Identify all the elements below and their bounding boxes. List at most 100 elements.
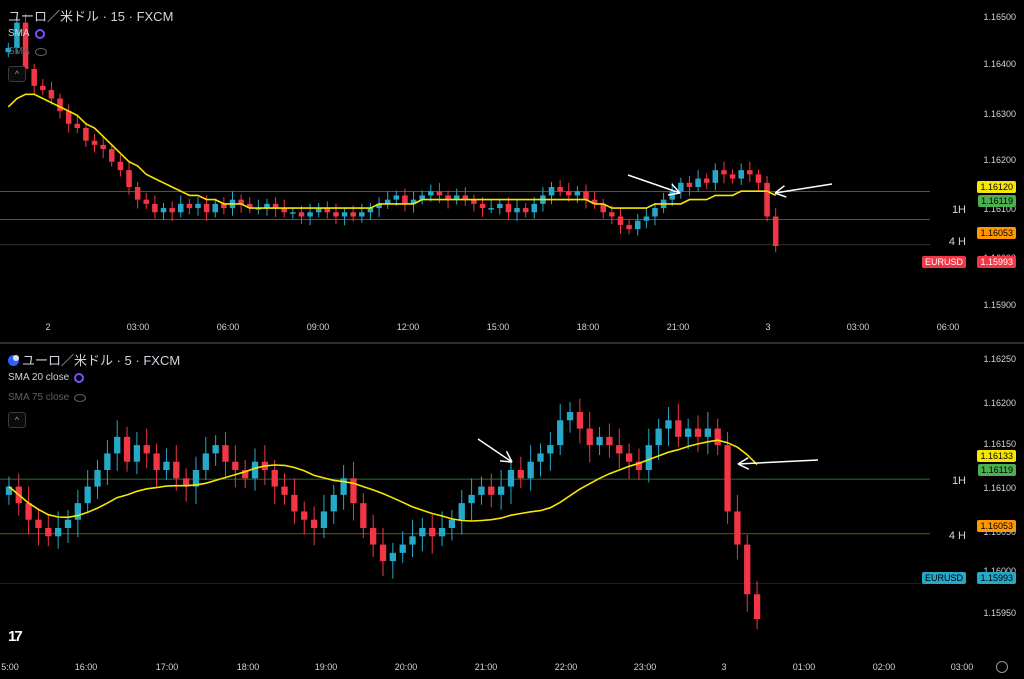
arrow-head [671,183,681,194]
candle-body [104,453,111,470]
indicator-sma20[interactable]: SMA 20 close [8,372,85,383]
candle-body [617,216,624,225]
candle-body [507,470,515,487]
candle-body [123,436,131,462]
candle-body [84,486,91,504]
candle-body [436,191,443,196]
settings-gear-icon[interactable] [996,661,1008,673]
price-tick: 1.16150 [983,439,1016,449]
line-price-tag: 1.16119 [978,195,1016,207]
candle-body [755,174,762,183]
candle-body [340,478,347,495]
candle-body [54,528,62,537]
hidden-eye-icon[interactable] [74,393,87,402]
indicator-label: SMA 75 close [8,392,70,403]
candle-body [65,111,72,124]
candle-body [410,199,417,204]
time-tick: 03:00 [950,662,974,672]
candle-body [298,212,305,217]
tradingview-logo[interactable]: 17 [8,628,23,645]
time-tick: 3 [765,322,771,332]
annotation-arrow [774,183,833,198]
candle-body [764,182,770,217]
price-plot-5m[interactable] [0,344,1024,679]
candle-body [724,445,731,512]
candle-body [686,182,693,187]
candle-body [232,461,239,470]
indicator-sma20[interactable]: SMA [8,28,45,39]
time-tick: 09:00 [306,322,330,332]
candle-body [462,195,469,200]
candle-body [419,195,425,200]
candle-body [772,216,779,246]
candle-body [429,528,436,537]
candle-body [625,453,633,462]
candle-body [609,212,615,217]
symbol-title[interactable]: ユーロ／米ドル · 5 · FXCM [8,350,180,369]
candle-body [685,428,692,437]
symbol-title[interactable]: ユーロ／米ドル · 15 · FXCM [8,9,174,24]
arrow-shaft [774,183,833,194]
candle-body [143,445,150,454]
arrow-head [505,450,513,463]
candle-body [31,69,37,86]
indicator-label: SMA [8,46,30,57]
candle-body [645,445,652,470]
candle-body [350,478,357,504]
annotation-arrow [477,438,513,463]
annotation-arrow [627,174,681,196]
chart-pane-5m[interactable]: ユーロ／米ドル · 5 · FXCM SMA 20 close SMA 75 c… [0,342,1024,679]
candle-body [143,199,150,204]
time-tick: 22:00 [554,662,578,672]
candle-body [315,208,322,213]
candle-body [376,203,382,209]
arrow-head [774,185,785,194]
candle-body [531,203,538,213]
hidden-eye-icon[interactable] [34,47,47,56]
candle-body [703,178,710,183]
candle-body [384,199,391,204]
indicator-sma75[interactable]: SMA [8,46,47,57]
candle-body [341,212,348,217]
time-tick: 01:00 [792,662,816,672]
candle-body [409,536,416,545]
candle-body [91,140,98,145]
candle-body [291,494,298,512]
indicator-label: SMA [8,28,30,39]
candle-body [109,149,115,162]
candle-body [557,420,564,446]
candle-body [272,203,279,209]
chart-pane-15m[interactable]: ユーロ／米ドル · 15 · FXCM SMA SMA ^ 1.16500 1.… [0,0,1024,340]
candle-body [547,445,554,454]
line-price-tag: 1.16119 [978,464,1016,476]
candle-body [360,503,367,528]
candle-body [626,224,632,230]
price-tick: 1.16200 [983,155,1016,165]
arrow-shaft [477,438,513,463]
time-tick: 19:00 [314,662,338,672]
candle-body [238,199,244,204]
collapse-legend-button[interactable]: ^ [8,66,26,82]
candle-body [133,445,141,462]
candle-body [100,144,106,150]
price-tick: 1.16000 [983,566,1016,576]
candle-body [246,203,253,209]
candle-body [665,420,672,429]
candle-body [5,47,12,53]
candle-body [45,528,52,537]
candle-body [182,478,190,487]
candle-body [747,170,753,175]
collapse-legend-button[interactable]: ^ [8,412,26,428]
timeframe-label: 4 H [948,236,966,248]
price-tick: 1.16400 [983,59,1016,69]
candle-body [134,187,141,200]
candle-body [488,208,494,210]
indicator-sma75[interactable]: SMA 75 close [8,392,87,403]
candle-body [192,470,200,487]
candle-body [591,199,598,204]
sma20-price-tag: 1.16133 [977,450,1016,462]
candle-body [655,428,662,446]
candle-body [160,208,167,213]
price-plot-15m[interactable] [0,0,1024,340]
candle-body [307,212,313,217]
